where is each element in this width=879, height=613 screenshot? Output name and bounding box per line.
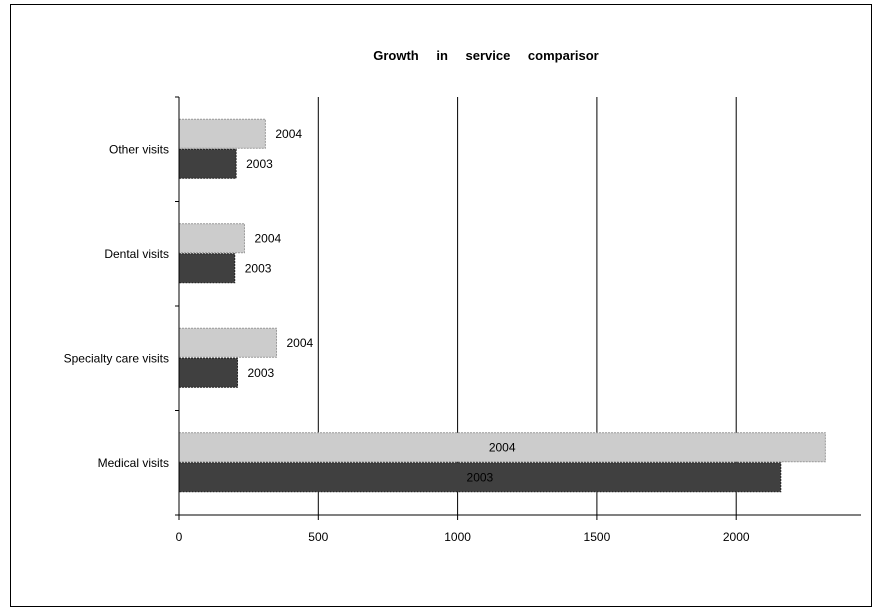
category-label: Medical visits [98,456,169,470]
category-label: Dental visits [104,247,169,261]
category-label: Other visits [109,142,169,156]
chart-title: Growth in service comparisor [373,48,599,63]
x-tick-label: 2000 [723,530,750,544]
bar-2003-other-visits [178,148,237,179]
bar-2003-specialty-care-visits [178,357,239,388]
bar-2004-dental-visits [178,223,245,254]
bar-2004-specialty-care-visits [178,327,278,358]
x-tick-label: 500 [308,530,328,544]
bar-label-2004: 2004 [254,231,281,245]
bar-label-2003: 2003 [248,366,275,380]
bar-label-2003: 2003 [467,470,494,484]
x-tick-label: 1000 [444,530,471,544]
bar-label-2003: 2003 [245,261,272,275]
chart-frame: Growth in service comparisor 2004 2003 200… [10,4,872,607]
axis-layer: 0 500 1000 1500 2000 Medical visits Specialty … [64,96,861,544]
x-tick-label: 0 [176,530,183,544]
bar-2004-other-visits [178,118,266,149]
bar-label-2004: 2004 [489,440,516,454]
bar-2004-medical-visits [178,432,826,463]
bar-2003-medical-visits [178,462,782,493]
bar-layer: 2004 2003 2004 2003 2004 2003 2004 2003 [178,118,826,493]
bar-label-2004: 2004 [287,336,314,350]
bar-2003-dental-visits [178,253,236,284]
x-tick-label: 1500 [584,530,611,544]
bar-label-2003: 2003 [246,157,273,171]
chart-svg: Growth in service comparisor 20042003200… [64,48,861,544]
category-label: Specialty care visits [64,351,169,365]
bar-label-2004: 2004 [275,127,302,141]
